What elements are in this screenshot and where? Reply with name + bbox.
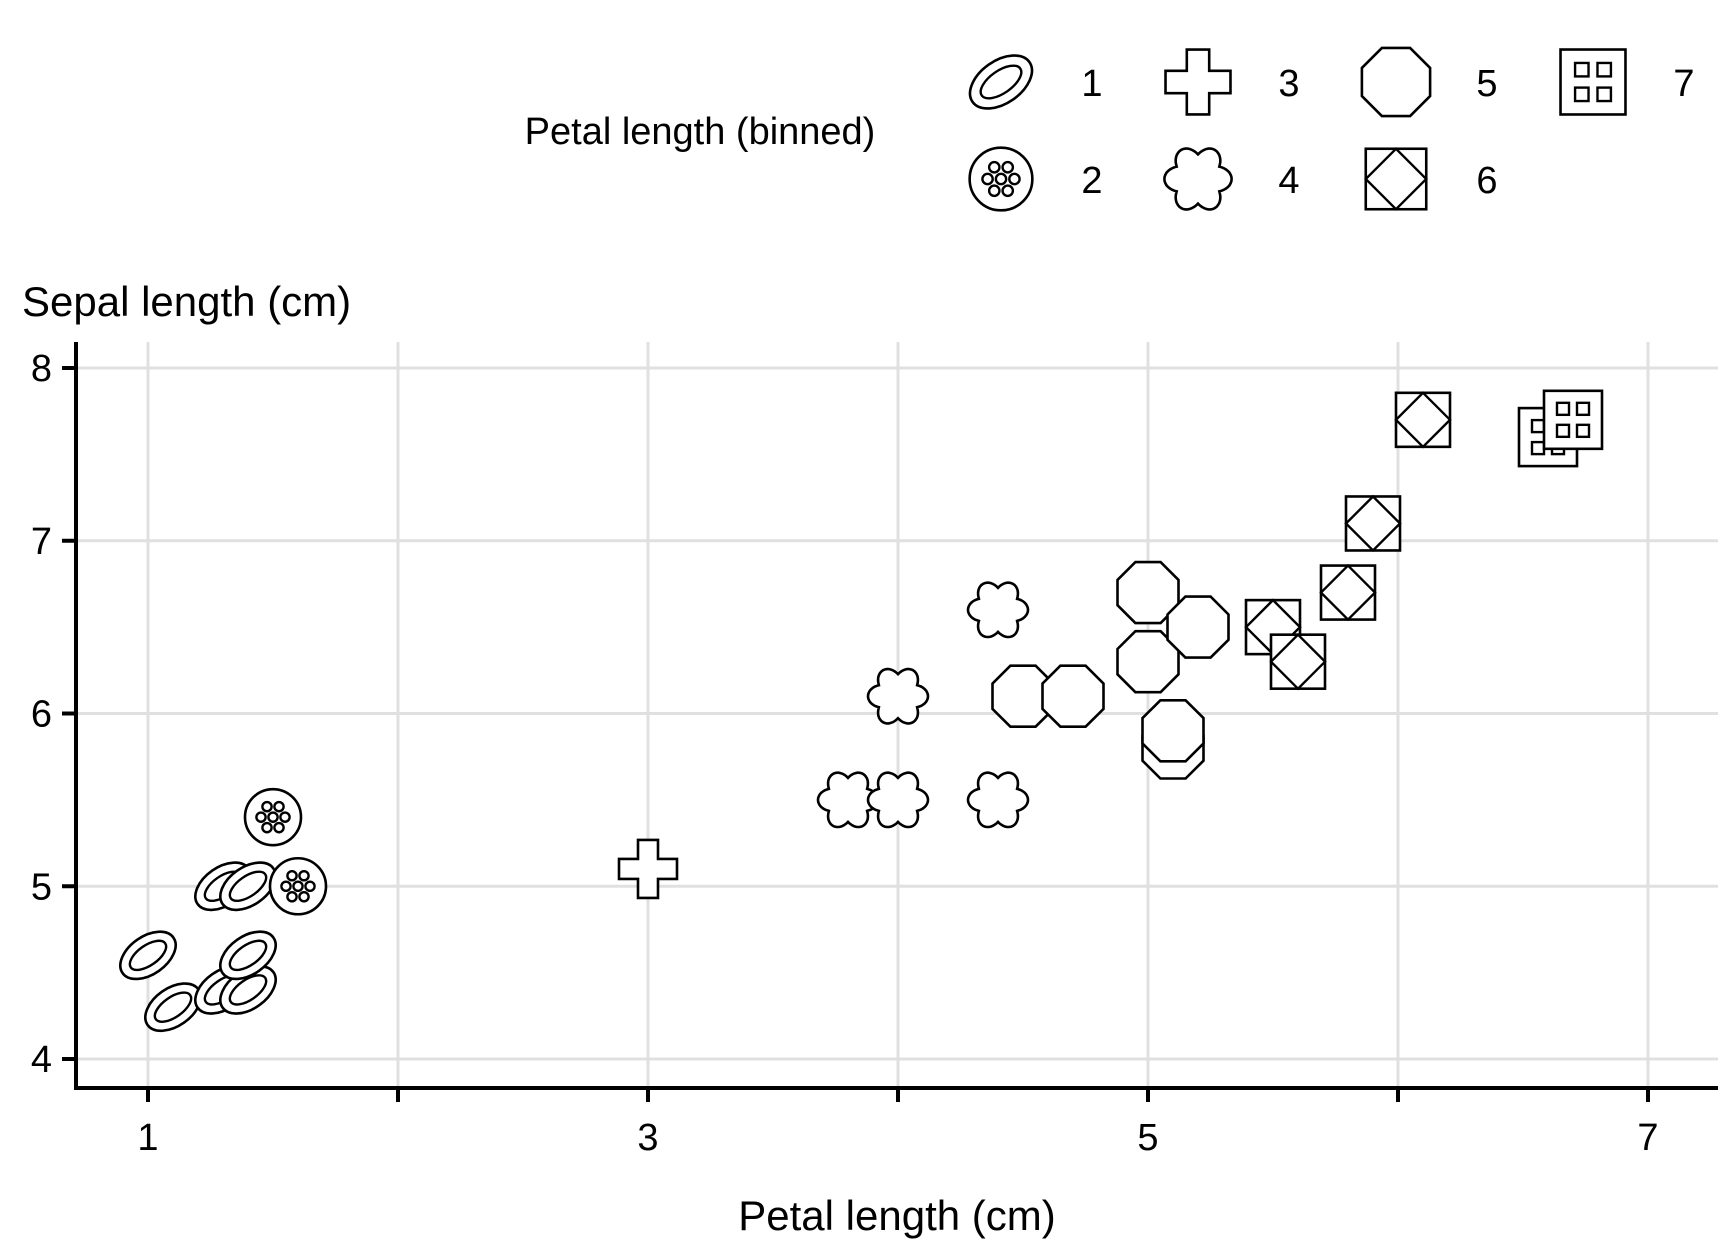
data-point-bin-2 bbox=[268, 856, 328, 916]
legend-entry-2: 2 bbox=[968, 146, 1103, 212]
y-tick-label: 5 bbox=[31, 866, 52, 908]
legend-marker-ellipse bbox=[968, 54, 1034, 110]
legend-label: 5 bbox=[1476, 63, 1497, 105]
legend-entry-4: 4 bbox=[1163, 147, 1300, 211]
legend-marker-octagon bbox=[1360, 46, 1432, 118]
x-tick-label: 1 bbox=[137, 1117, 158, 1159]
legend-marker-cross bbox=[1164, 48, 1232, 116]
legend-entry-1: 1 bbox=[968, 54, 1103, 110]
y-tick-label: 4 bbox=[31, 1039, 52, 1081]
legend: Petal length (binned) 1 2 3 4 5 6 7 bbox=[525, 46, 1695, 212]
x-tick-label: 5 bbox=[1137, 1117, 1158, 1159]
y-tick-label: 6 bbox=[31, 694, 52, 736]
data-point-bin-7 bbox=[1542, 389, 1604, 451]
legend-marker-square-diamond bbox=[1364, 147, 1428, 211]
y-tick-label: 8 bbox=[31, 348, 52, 390]
legend-entry-5: 5 bbox=[1360, 46, 1498, 118]
legend-label: 6 bbox=[1476, 160, 1497, 202]
points-layer bbox=[119, 389, 1604, 1033]
legend-marker-square-dots bbox=[1559, 48, 1627, 116]
legend-entry-7: 7 bbox=[1559, 48, 1695, 116]
data-point-bin-6 bbox=[1319, 563, 1377, 622]
x-axis-title: Petal length (cm) bbox=[738, 1192, 1055, 1239]
data-point-bin-3 bbox=[617, 838, 679, 900]
data-point-bin-5 bbox=[1166, 595, 1230, 659]
data-point-bin-1 bbox=[219, 930, 277, 981]
legend-title: Petal length (binned) bbox=[525, 111, 876, 153]
data-point-bin-4 bbox=[866, 667, 930, 725]
legend-marker-dotted-circle bbox=[968, 146, 1034, 212]
y-axis-title: Sepal length (cm) bbox=[22, 278, 351, 325]
legend-marker-flower bbox=[1163, 147, 1233, 211]
data-point-bin-5 bbox=[1116, 560, 1180, 625]
data-point-bin-6 bbox=[1394, 391, 1452, 449]
data-point-bin-4 bbox=[866, 771, 930, 829]
x-tick-label: 7 bbox=[1637, 1117, 1658, 1159]
data-point-bin-4 bbox=[966, 771, 1030, 829]
data-point-bin-4 bbox=[816, 771, 880, 829]
legend-label: 3 bbox=[1278, 63, 1299, 105]
legend-label: 7 bbox=[1673, 63, 1694, 105]
data-point-bin-4 bbox=[966, 581, 1030, 639]
legend-label: 4 bbox=[1278, 160, 1299, 202]
data-point-bin-5 bbox=[1141, 698, 1205, 763]
data-point-bin-1 bbox=[219, 861, 277, 912]
x-tick-label: 3 bbox=[637, 1117, 658, 1159]
data-point-bin-1 bbox=[119, 930, 177, 981]
legend-label: 2 bbox=[1081, 160, 1102, 202]
data-point-bin-5 bbox=[1041, 664, 1105, 729]
legend-entry-6: 6 bbox=[1364, 147, 1498, 211]
legend-label: 1 bbox=[1081, 63, 1102, 105]
legend-entry-3: 3 bbox=[1164, 48, 1300, 116]
data-point-bin-6 bbox=[1344, 494, 1402, 553]
data-point-bin-6 bbox=[1269, 632, 1327, 691]
data-point-bin-2 bbox=[243, 787, 303, 847]
axes: 1 3 5 7 4 5 6 7 8 bbox=[31, 342, 1718, 1159]
y-tick-label: 7 bbox=[31, 521, 52, 563]
